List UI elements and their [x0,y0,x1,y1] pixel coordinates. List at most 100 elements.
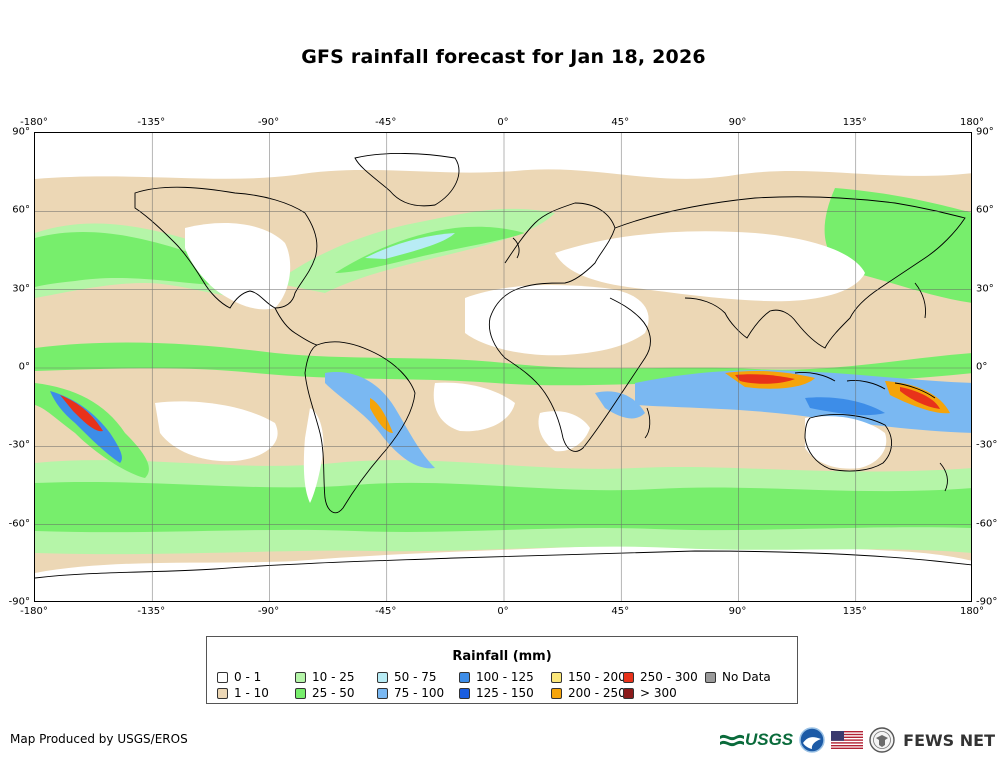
fews-net-logo[interactable]: FEWS NET [903,730,995,750]
legend-item: 25 - 50 [295,686,355,700]
legend-item: 100 - 125 [459,670,534,684]
longitude-tick-label-top: -45° [375,117,397,128]
longitude-tick-label-top: -180° [20,117,48,128]
latitude-tick-label-right: 90° [976,126,994,138]
spcz-core [50,391,122,463]
logo-strip: USGS FEWS NET [719,724,995,756]
latitude-tick-label-right: -90° [976,596,998,608]
legend-swatch [295,687,306,699]
legend-swatch [459,687,470,699]
longitude-tick-label-top: 90° [728,117,747,128]
north-australia-band [805,397,885,416]
legend-swatch [377,687,388,699]
rainfall-legend: Rainfall (mm) 0 - 1 1 - 10 10 - 25 25 - 50 5… [206,636,798,704]
usgs-text: USGS [744,730,794,749]
latitude-tick-label-left: 30° [12,283,30,295]
usgs-wave-icon [719,734,744,747]
north-pacific-core [35,232,221,287]
south-africa-dry [538,411,590,452]
longitude-tick-label-bot: 45° [611,606,630,617]
legend-label: 250 - 300 [640,670,698,684]
legend-swatch [623,671,634,683]
legend-item: 75 - 100 [377,686,444,700]
legend-item: 1 - 10 [217,686,269,700]
arctic-dry [35,133,971,179]
legend-item: No Data [705,670,771,684]
latitude-tick-label-left: -60° [8,518,30,530]
legend-item: 0 - 1 [217,670,261,684]
coastlines [35,153,971,579]
legend-swatch [623,687,634,699]
longitude-tick-label-bot: -45° [375,606,397,617]
legend-item: 125 - 150 [459,686,534,700]
legend-label: 100 - 125 [476,670,534,684]
longitude-tick-label-top: 135° [842,117,867,128]
legend-label: No Data [722,670,771,684]
coast-central-america [274,307,318,346]
coast-japan [914,282,926,319]
state-department-seal-icon [869,727,895,753]
legend-swatch [551,671,562,683]
map-credit: Map Produced by USGS/EROS [10,732,188,746]
legend-label: 75 - 100 [394,686,445,700]
legend-item: 200 - 250 [551,686,626,700]
coast-antarctica [35,550,971,579]
longitude-tick-label-top: 180° [959,117,985,128]
legend-swatch [217,687,228,699]
coast-australia [804,414,892,472]
legend-label: 0 - 1 [234,670,262,684]
graticule [35,133,971,601]
latitude-tick-label-right: -30° [976,439,998,451]
coast-uk [512,237,520,259]
legend-label: 50 - 75 [394,670,437,684]
australia-dry [805,416,887,469]
ocean-dry-atlantic [433,382,515,432]
south-africa-band [595,391,645,419]
legend-item: 10 - 25 [295,670,355,684]
legend-swatch [705,671,716,683]
southern-ocean-core [35,481,971,533]
latitude-tick-label-left: 60° [12,204,30,216]
usgs-logo[interactable]: USGS [719,730,794,750]
legend-label: > 300 [640,686,677,700]
legend-label: 125 - 150 [476,686,534,700]
longitude-tick-label-top: -90° [257,117,280,128]
latitude-tick-label-right: 60° [976,204,994,216]
north-america-dry [185,223,291,310]
longitude-tick-label-top: 45° [611,117,630,128]
us-flag-icon [831,731,864,749]
longitude-tick-label-top: -135° [137,117,166,128]
longitude-tick-label-bot: -180° [20,606,48,617]
legend-label: 25 - 50 [312,686,355,700]
noaa-logo-icon[interactable] [799,727,825,753]
latitude-tick-label-left: 0° [18,361,30,373]
coast-south-america [304,341,416,514]
legend-swatch [377,671,388,683]
latitude-tick-label-left: 90° [12,126,30,138]
latitude-tick-label-left: -30° [8,439,30,451]
antarctic-dry [35,544,971,601]
maritime-extreme-1 [735,374,795,384]
legend-item: 150 - 200 [551,670,626,684]
legend-label: 10 - 25 [312,670,355,684]
coast-europe-africa [488,202,651,452]
legend-swatch [295,671,306,683]
legend-label: 1 - 10 [234,686,269,700]
png-extreme [900,387,940,409]
sahara-dry [465,285,649,356]
north-atlantic-core [335,226,525,273]
coast-new-zealand [939,462,948,492]
eurasia-dry [555,231,865,302]
legend-label: 150 - 200 [568,670,626,684]
coast-greenland [354,153,460,207]
rainfall-map[interactable] [34,132,972,602]
legend-title: Rainfall (mm) [452,649,552,664]
longitude-tick-label-bot: 180° [959,606,985,617]
latitude-tick-label-right: 0° [976,361,988,373]
coast-madagascar [644,407,651,439]
north-atlantic-heavy [365,233,455,259]
latitude-tick-label-right: 30° [976,283,994,295]
legend-swatch [551,687,562,699]
coast-north-america [134,186,318,309]
longitude-tick-label-top: 0° [497,117,509,128]
